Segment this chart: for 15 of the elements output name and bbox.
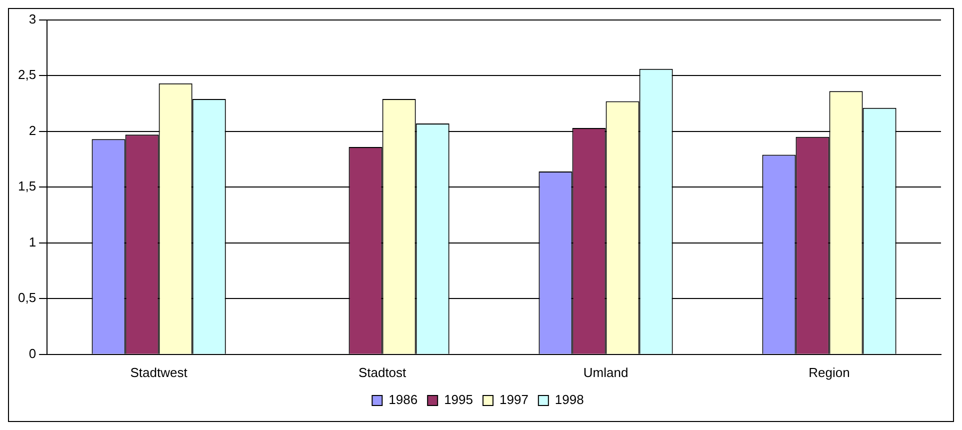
x-tick-label: Stadtost — [358, 364, 407, 380]
y-tick-label: 3 — [28, 11, 36, 26]
x-tick-label: Umland — [583, 364, 628, 380]
y-tick-label: 0 — [28, 346, 36, 361]
x-tick-label: Region — [808, 364, 850, 380]
legend-label: 1998 — [554, 392, 584, 408]
x-tick-label: Stadtwest — [130, 364, 188, 380]
y-tick-label: 1 — [28, 234, 36, 250]
y-tick-label: 2 — [28, 122, 36, 138]
y-tick-label: 1,5 — [18, 178, 36, 194]
legend-label: 1997 — [500, 392, 528, 408]
legend-label: 1995 — [444, 392, 473, 408]
y-tick-label: 2,5 — [18, 67, 36, 82]
legend-label: 1986 — [388, 392, 418, 408]
y-tick-label: 0,5 — [18, 290, 36, 306]
